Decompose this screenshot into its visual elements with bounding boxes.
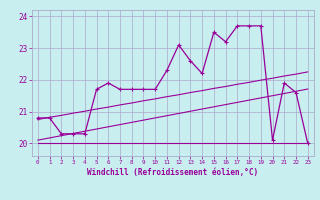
X-axis label: Windchill (Refroidissement éolien,°C): Windchill (Refroidissement éolien,°C) [87,168,258,177]
